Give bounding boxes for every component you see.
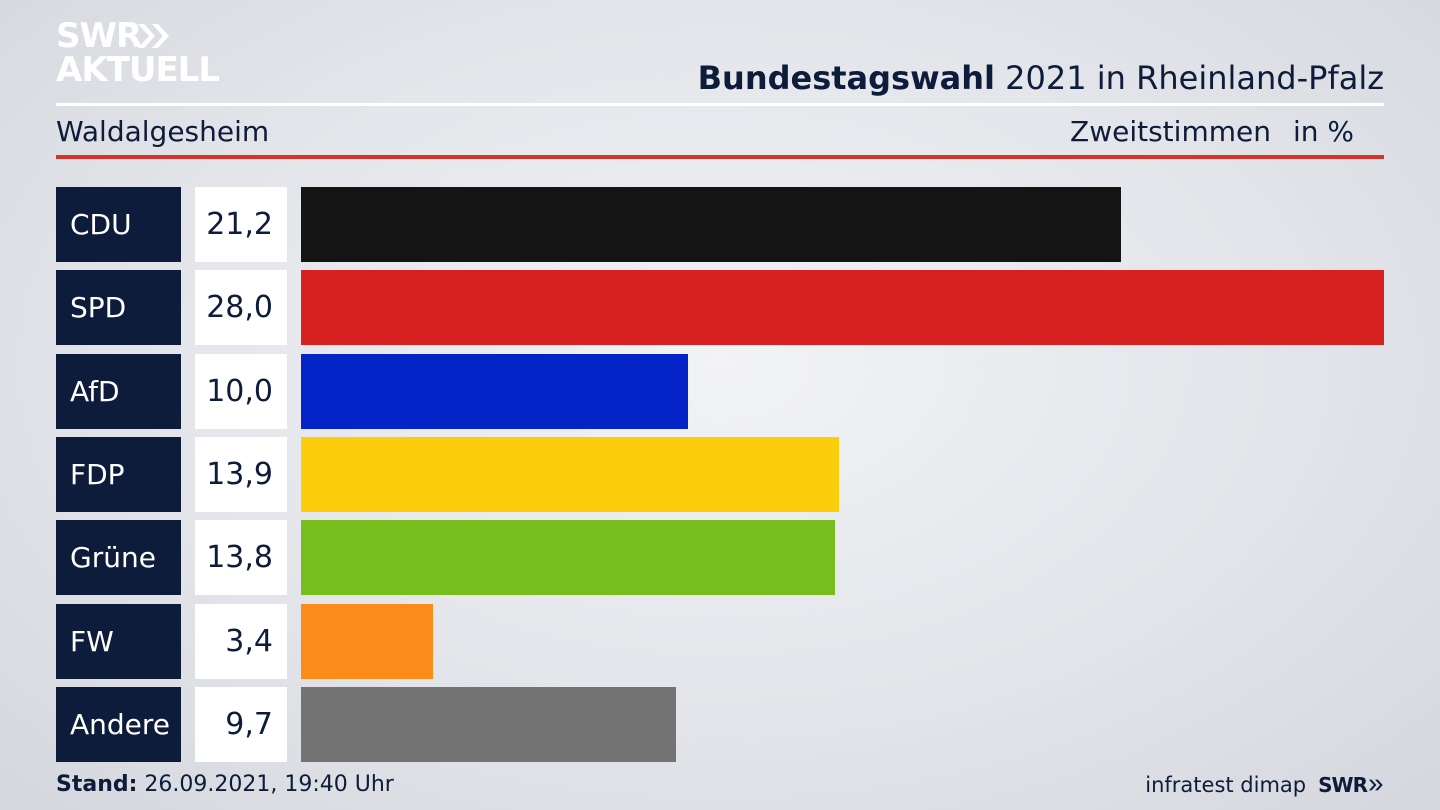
party-label: FW [56,604,181,679]
logo-aktuell-text: AKTUELL [56,50,220,90]
party-label: Grüne [56,520,181,595]
party-label: AfD [56,354,181,429]
double-chevron-icon [138,24,169,48]
unit-label: in % [1292,115,1354,148]
bar-row-spd: SPD 28,0 [56,270,1384,345]
bar-cdu [301,187,1121,262]
party-label: SPD [56,270,181,345]
value-label: 10,0 [195,354,287,429]
bar-fdp [301,437,839,512]
results-bar-chart: CDU 21,2 SPD 28,0 AfD 10,0 FDP 13,9 Grüne 13,8 FW 3… [56,187,1384,762]
value-label: 13,9 [195,437,287,512]
logo-swr-text: SWR [56,16,142,56]
party-label: FDP [56,437,181,512]
bar-andere [301,687,677,762]
value-label: 9,7 [195,687,287,762]
bar-row-fw: FW 3,4 [56,604,1384,679]
bar-row-andere: Andere 9,7 [56,687,1384,762]
measure-label: Zweitstimmen in % [1070,112,1354,152]
timestamp: Stand: 26.09.2021, 19:40 Uhr [56,770,394,800]
value-label: 3,4 [195,604,287,679]
value-label: 28,0 [195,270,287,345]
value-label: 21,2 [195,187,287,262]
page-title: Bundestagswahl 2021 in Rheinland-Pfalz [698,56,1384,100]
party-label: Andere [56,687,181,762]
source-name: infratest dimap [1145,773,1307,797]
bar-row-grüne: Grüne 13,8 [56,520,1384,595]
swr-footer-text: SWR [1318,773,1368,797]
accent-divider [56,155,1384,159]
header-divider [56,103,1384,106]
bar-fw [301,604,433,679]
bar-row-fdp: FDP 13,9 [56,437,1384,512]
bar-row-afd: AfD 10,0 [56,354,1384,429]
party-label: CDU [56,187,181,262]
swr-footer-logo: SWR [1318,770,1384,800]
double-chevron-icon [1368,779,1383,791]
value-label: 13,8 [195,520,287,595]
bar-row-cdu: CDU 21,2 [56,187,1384,262]
bar-grüne [301,520,835,595]
bar-spd [301,270,1384,345]
bar-afd [301,354,688,429]
title-bold: Bundestagswahl [697,59,995,97]
source-credit: infratest dimap SWR [1145,770,1384,800]
title-rest: 2021 in Rheinland-Pfalz [995,59,1384,97]
swr-aktuell-logo: SWR AKTUELL [56,18,226,90]
stand-label: Stand: [56,772,138,797]
measure-name: Zweitstimmen [1070,115,1271,148]
stand-value: 26.09.2021, 19:40 Uhr [137,772,394,797]
region-name: Waldalgesheim [56,115,270,148]
